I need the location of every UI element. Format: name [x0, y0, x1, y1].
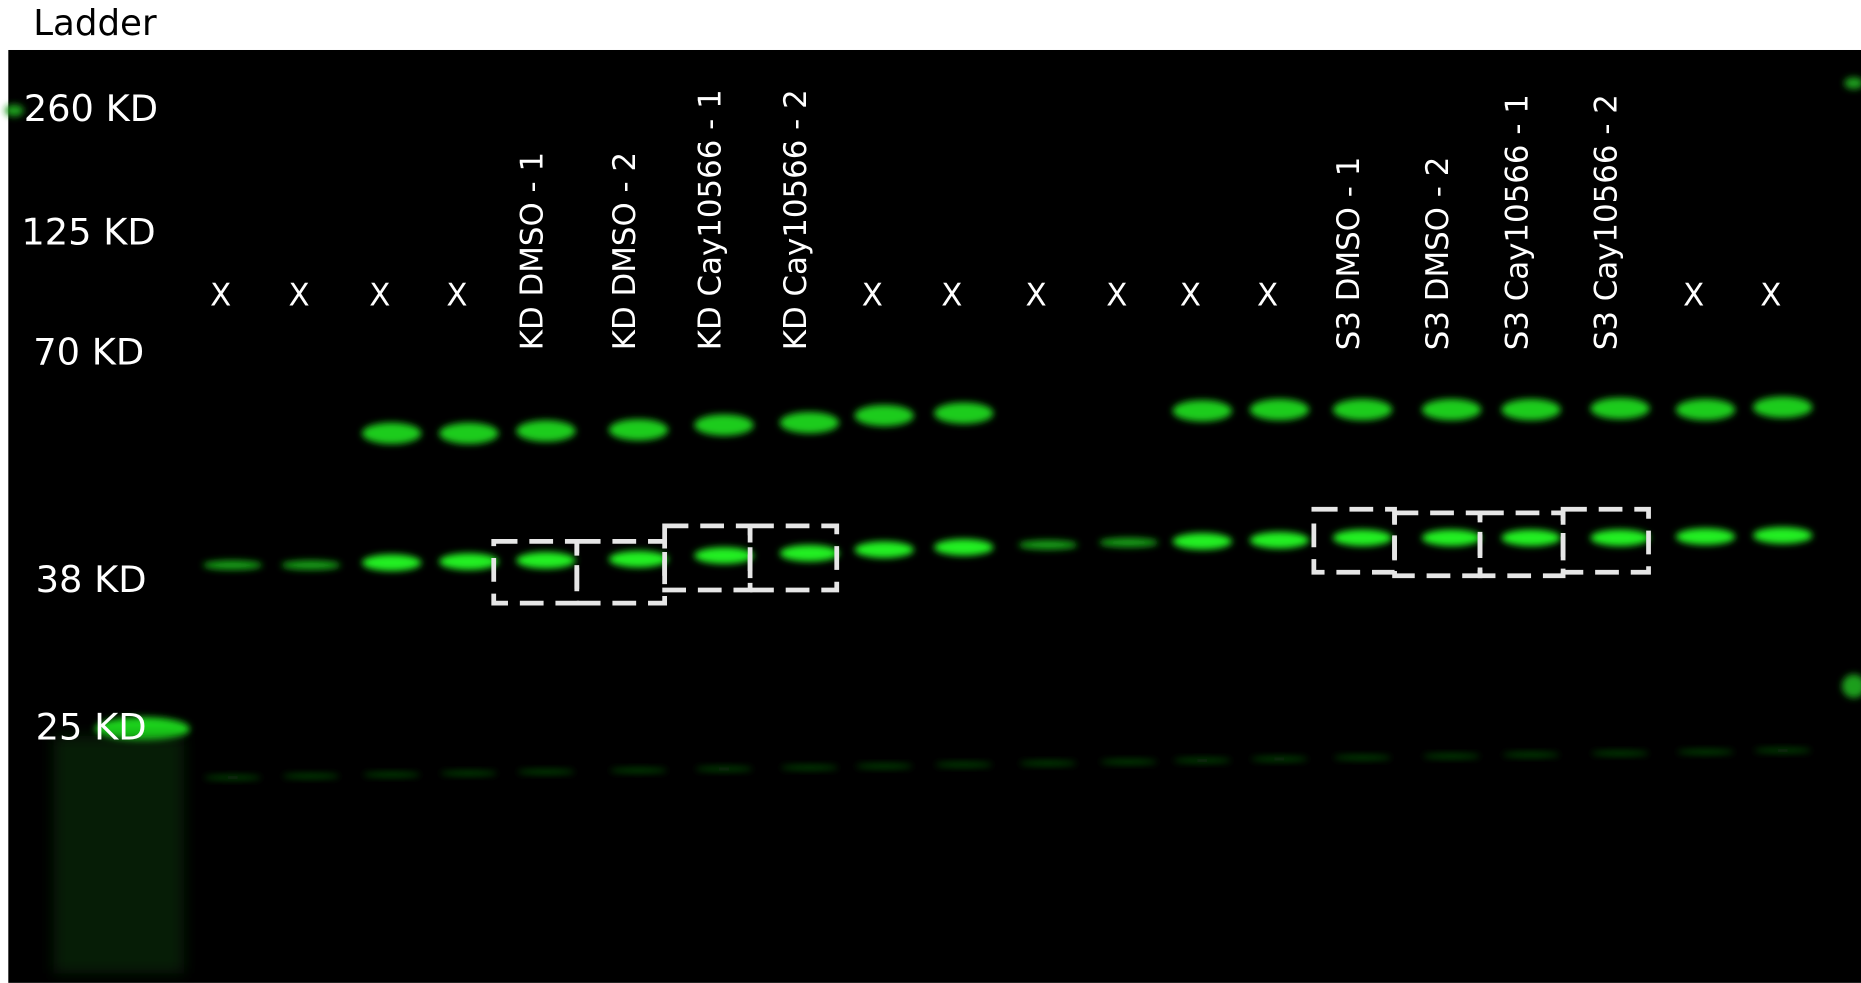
faint-band — [856, 764, 913, 769]
upper-band — [609, 419, 668, 440]
faint-band — [282, 774, 339, 779]
lower-band — [855, 541, 914, 558]
lane-label: X — [862, 277, 883, 313]
faint-band — [440, 771, 497, 776]
upper-band — [1173, 400, 1232, 421]
faint-band — [204, 775, 261, 780]
upper-band — [1333, 399, 1392, 420]
lane-label: X — [210, 277, 231, 313]
faint-band — [935, 762, 992, 767]
lower-band — [1173, 533, 1232, 550]
lane-label: KD Cay10566 - 1 — [693, 89, 729, 350]
lane-label: X — [941, 277, 962, 313]
upper-band — [362, 423, 421, 444]
ladder-band — [5, 105, 24, 117]
marker-label: 25 KD — [36, 705, 147, 748]
faint-band — [1020, 761, 1077, 766]
marker-label: 38 KD — [36, 558, 147, 601]
upper-band — [1753, 397, 1812, 418]
lower-band — [439, 553, 498, 570]
upper-band — [516, 420, 575, 441]
faint-band — [1503, 752, 1560, 757]
lane-label: KD DMSO - 2 — [607, 152, 643, 350]
page: Ladder X X X X KD DMSO - 1 KD DMSO - 2 KD Cay1… — [0, 0, 1861, 983]
ladder-title: Ladder — [33, 3, 157, 44]
lower-band — [1250, 532, 1309, 549]
faint-band — [1251, 757, 1308, 762]
lower-band — [1018, 540, 1077, 549]
blot-background — [8, 50, 1861, 983]
faint-band — [1100, 759, 1157, 764]
lane-label: X — [1026, 277, 1047, 313]
blot-figure: Ladder X X X X KD DMSO - 1 KD DMSO - 2 KD Cay1… — [0, 0, 1861, 983]
upper-band — [1676, 399, 1735, 420]
faint-band — [1174, 758, 1231, 763]
lane-label: X — [289, 277, 310, 313]
lane-label: X — [1683, 277, 1704, 313]
faint-band — [610, 768, 667, 773]
upper-band — [1590, 398, 1649, 419]
upper-band — [855, 405, 914, 426]
lane-label: S3 DMSO - 1 — [1331, 157, 1367, 351]
lane-label: S3 Cay10566 - 2 — [1589, 94, 1625, 350]
marker-label: 260 KD — [24, 87, 158, 130]
lane-label: X — [369, 277, 390, 313]
lane-label: X — [1106, 277, 1127, 313]
upper-band — [780, 412, 839, 433]
lower-band — [1099, 538, 1158, 547]
faint-band — [1677, 750, 1734, 755]
lane-label: X — [446, 277, 467, 313]
lower-band — [362, 554, 421, 571]
faint-band — [696, 767, 753, 772]
lower-band — [1333, 529, 1392, 546]
faint-band — [1423, 754, 1480, 759]
faint-band — [1754, 748, 1811, 753]
faint-band — [517, 769, 574, 774]
lane-label: X — [1760, 277, 1781, 313]
lower-band — [934, 539, 993, 556]
lower-band — [1422, 529, 1481, 546]
marker-label: 70 KD — [33, 330, 144, 373]
upper-band — [1250, 399, 1309, 420]
faint-band — [781, 765, 838, 770]
lane-label: X — [1257, 277, 1278, 313]
faint-band — [1592, 751, 1649, 756]
upper-band — [694, 414, 753, 435]
marker-label: 125 KD — [21, 210, 155, 253]
lane-label: KD DMSO - 1 — [515, 152, 551, 350]
faint-band — [363, 772, 420, 777]
lower-band — [516, 552, 575, 569]
upper-band — [439, 423, 498, 444]
ladder-smear — [53, 736, 184, 973]
lower-band — [281, 560, 340, 569]
lower-band — [694, 547, 753, 564]
lane-label: KD Cay10566 - 2 — [778, 89, 814, 350]
upper-band — [934, 402, 993, 423]
faint-band — [1334, 755, 1391, 760]
lower-band — [203, 560, 262, 569]
upper-band — [1501, 399, 1560, 420]
lower-band — [1501, 529, 1560, 546]
lower-band — [1676, 528, 1735, 545]
lane-label: S3 DMSO - 2 — [1420, 157, 1456, 351]
lower-band — [1753, 527, 1812, 544]
lane-label: S3 Cay10566 - 1 — [1500, 94, 1536, 350]
lane-label: X — [1180, 277, 1201, 313]
lower-band — [780, 545, 839, 562]
lower-band — [1590, 529, 1649, 546]
lower-band — [609, 551, 668, 568]
upper-band — [1422, 399, 1481, 420]
